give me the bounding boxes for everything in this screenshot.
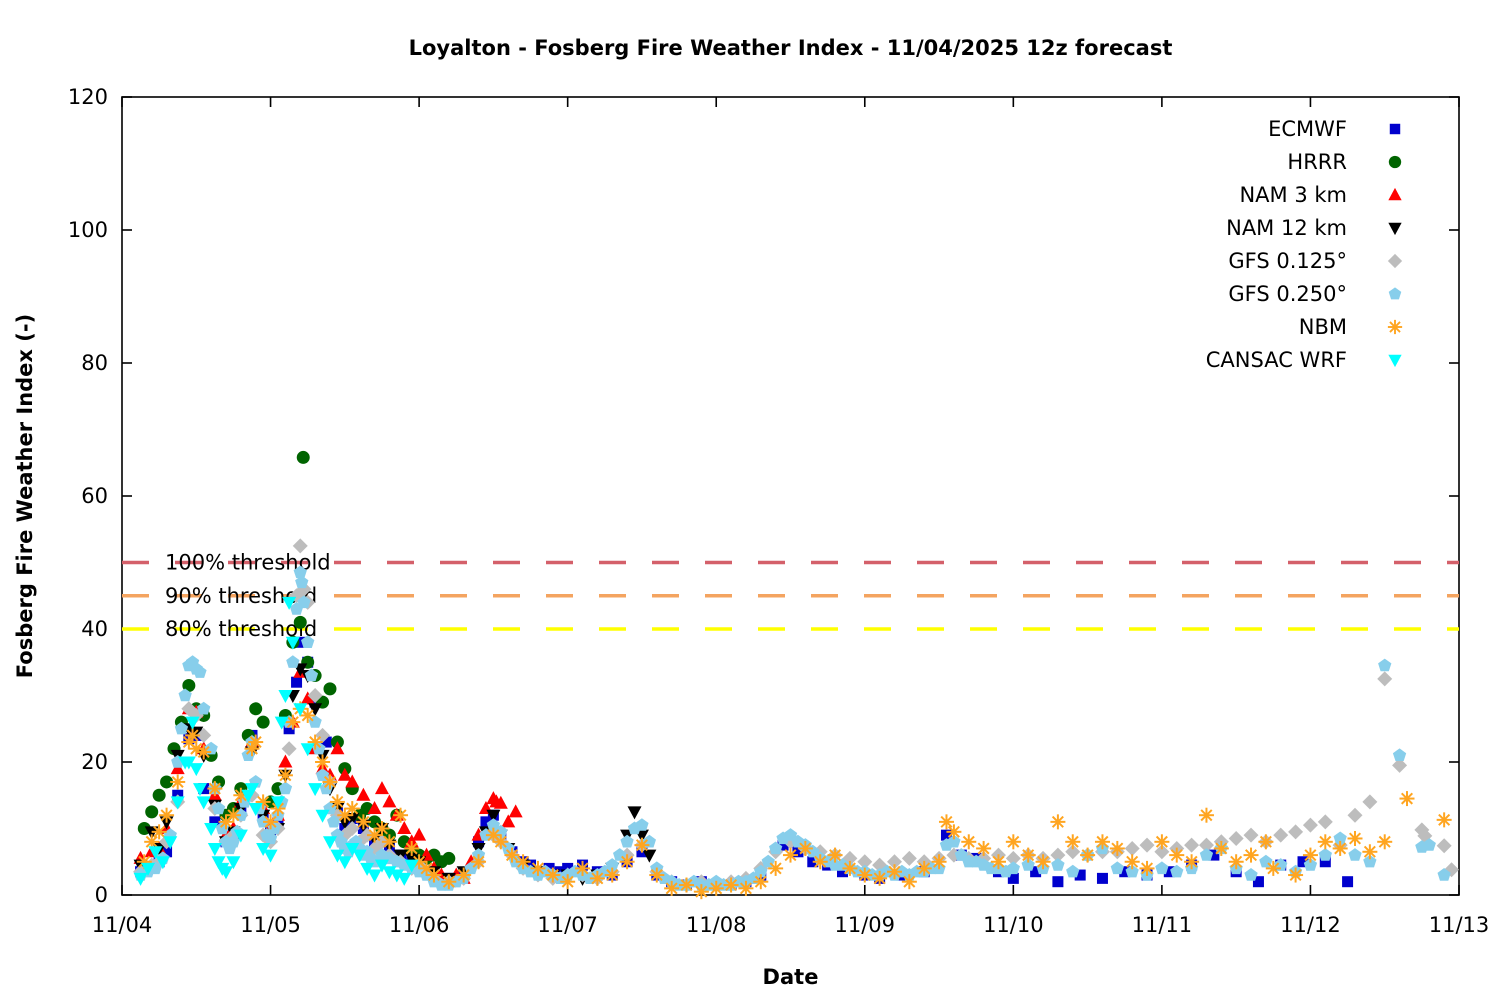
- y-tick-label: 80: [81, 351, 108, 375]
- series-gfs-0-250-: [133, 565, 1451, 891]
- x-axis-title: Date: [763, 965, 819, 989]
- legend-marker-square-icon: [1389, 123, 1401, 135]
- legend-label: NBM: [1299, 315, 1347, 339]
- legend-label: NAM 3 km: [1239, 183, 1347, 207]
- y-tick-label: 20: [81, 750, 108, 774]
- legend: ECMWF HRRR NAM 3 km NAM 12 km GFS 0.125° GFS …: [1206, 117, 1403, 372]
- series-nam-12-km: [133, 663, 657, 886]
- axis-ticks: 11/04 11/05 11/06 11/07 11/08 11/09 11/10 11/11…: [68, 85, 1489, 937]
- legend-marker-circle-icon: [1388, 155, 1402, 169]
- y-axis-title: Fosberg Fire Weather Index (-): [13, 314, 37, 678]
- x-tick-label: 11/11: [1132, 913, 1193, 937]
- x-tick-label: 11/08: [686, 913, 747, 937]
- x-tick-label: 11/10: [983, 913, 1044, 937]
- x-tick-label: 11/04: [92, 913, 153, 937]
- chart-title: Loyalton - Fosberg Fire Weather Index - …: [409, 36, 1173, 60]
- y-tick-label: 40: [81, 617, 108, 641]
- legend-label: NAM 12 km: [1226, 216, 1347, 240]
- legend-marker-diamond-icon: [1387, 253, 1403, 269]
- series-nbm: [136, 701, 1452, 900]
- x-tick-label: 11/12: [1280, 913, 1341, 937]
- x-tick-label: 11/06: [389, 913, 450, 937]
- y-tick-label: 60: [81, 484, 108, 508]
- y-tick-label: 120: [68, 85, 108, 109]
- x-tick-label: 11/05: [240, 913, 301, 937]
- series-cansac-wrf: [133, 596, 419, 886]
- x-tick-label: 11/13: [1429, 913, 1490, 937]
- x-tick-label: 11/09: [835, 913, 896, 937]
- legend-marker-pentagon-icon: [1388, 287, 1402, 300]
- y-tick-label: 100: [68, 218, 108, 242]
- legend-marker-triangle-down-icon: [1388, 354, 1402, 368]
- x-tick-label: 11/07: [537, 913, 598, 937]
- legend-label: GFS 0.250°: [1228, 282, 1347, 306]
- legend-marker-asterisk-icon: [1387, 319, 1403, 335]
- legend-label: GFS 0.125°: [1228, 249, 1347, 273]
- legend-marker-triangle-down-icon: [1388, 222, 1402, 236]
- y-tick-label: 0: [95, 883, 108, 907]
- legend-marker-triangle-up-icon: [1388, 187, 1402, 201]
- legend-label: CANSAC WRF: [1206, 348, 1347, 372]
- legend-label: ECMWF: [1268, 117, 1347, 141]
- legend-label: HRRR: [1287, 150, 1347, 174]
